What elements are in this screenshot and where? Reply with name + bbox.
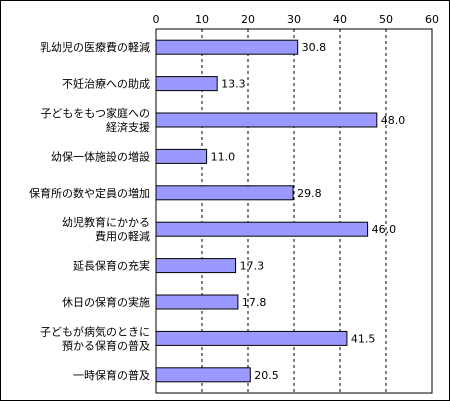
bar [156,259,236,273]
bar [156,113,377,127]
x-tick-label: 10 [195,13,209,26]
bar-value-label: 48.0 [381,114,406,127]
x-tick-label: 60 [425,13,439,26]
bar [156,222,368,236]
bar [156,186,293,200]
x-tick-label: 40 [333,13,347,26]
category-label: 不妊治療への助成 [62,77,150,91]
bar-value-label: 17.8 [242,296,267,309]
bar-value-label: 17.3 [240,260,265,273]
category-label: 一時保育の普及 [73,368,150,382]
category-label: 幼保一体施設の増設 [51,149,150,163]
bar [156,368,250,382]
category-label: 休日の保育の実施 [62,295,150,309]
bar-value-label: 11.0 [211,150,236,163]
category-label: 保育所の数や定員の増加 [29,186,150,200]
bar-value-label: 30.8 [302,41,327,54]
bar [156,295,238,309]
category-label: 乳幼児の医療費の軽減 [40,40,150,54]
bar-value-label: 20.5 [254,369,278,382]
x-tick-label: 30 [287,13,301,26]
bar-value-label: 41.5 [351,332,376,345]
x-tick-label: 20 [241,13,255,26]
bar [156,40,298,54]
category-label: 幼児教育にかかる [62,215,150,229]
category-label: 経済支援 [106,120,150,134]
x-tick-label: 0 [153,13,160,26]
bar-value-label: 13.3 [221,78,246,91]
category-label: 費用の軽減 [95,229,150,243]
category-label: 延長保育の充実 [73,259,150,273]
bar-value-label: 29.8 [297,187,322,200]
x-tick-label: 50 [379,13,393,26]
category-label: 子どもをもつ家庭への [40,106,150,120]
bar [156,77,217,91]
bar [156,149,207,163]
category-label: 子どもが病気のときに [40,324,150,338]
bar [156,331,347,345]
category-label: 預かる保育の普及 [62,338,150,352]
bar-value-label: 46.0 [372,223,397,236]
